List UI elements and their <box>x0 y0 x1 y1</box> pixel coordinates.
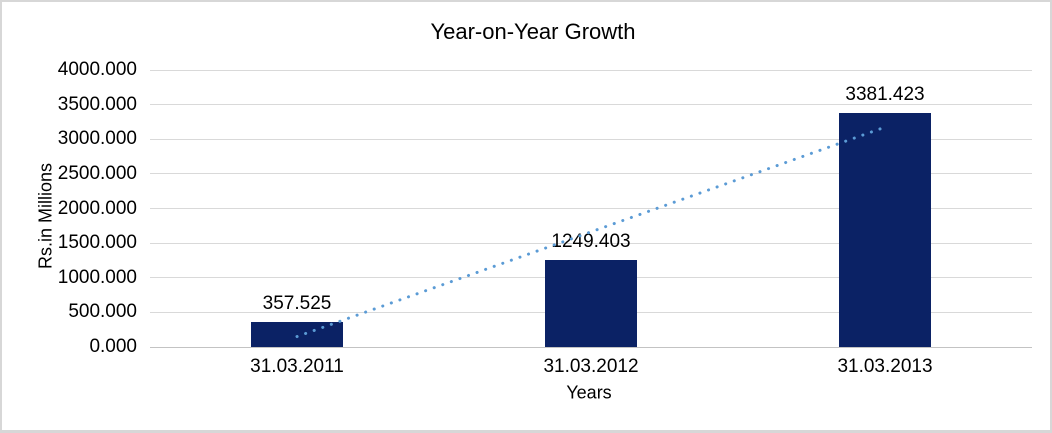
gridline <box>150 104 1032 106</box>
y-tick-label: 2500.000 <box>57 162 137 184</box>
bar <box>251 322 343 347</box>
y-tick-label: 1000.000 <box>57 266 137 288</box>
y-tick-label: 3000.000 <box>57 128 137 150</box>
bar <box>839 112 931 347</box>
data-label: 357.525 <box>262 293 332 315</box>
y-tick-label: 2000.000 <box>57 197 137 219</box>
x-axis-title: Years <box>566 382 612 403</box>
y-tick-label: 500.000 <box>68 301 137 323</box>
bar <box>545 260 637 347</box>
chart-title: Year-on-Year Growth <box>430 19 636 44</box>
y-tick-label: 3500.000 <box>57 93 137 115</box>
y-tick-label: 4000.000 <box>57 59 137 80</box>
x-tick-label: 31.03.2011 <box>250 356 344 377</box>
data-label: 1249.403 <box>551 231 631 253</box>
x-axis-line <box>150 346 1032 348</box>
gridline <box>150 69 1032 71</box>
x-tick-label: 31.03.2012 <box>543 356 639 377</box>
x-tick-label: 31.03.2013 <box>837 356 933 377</box>
data-label: 3381.423 <box>845 83 925 105</box>
y-tick-label: 1500.000 <box>57 232 137 254</box>
y-tick-label: 0.000 <box>89 336 137 357</box>
